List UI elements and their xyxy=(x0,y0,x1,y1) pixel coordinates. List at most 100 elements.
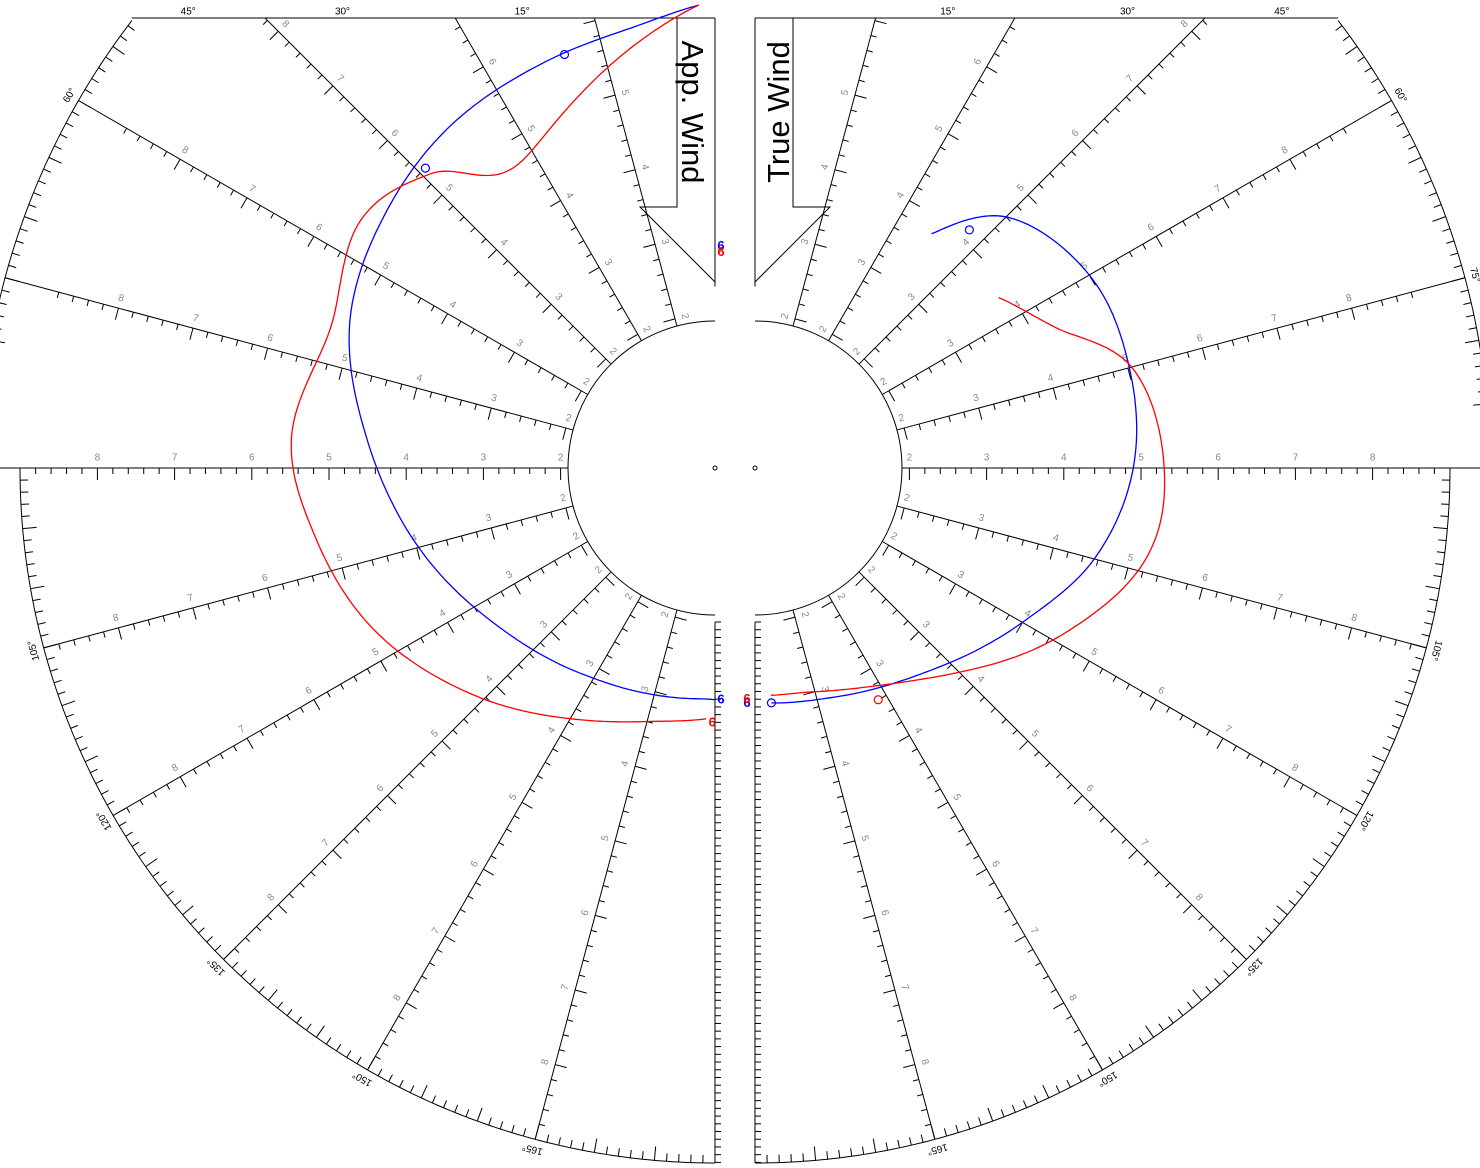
knot-tick xyxy=(1273,607,1278,620)
rim-tick xyxy=(813,1146,817,1161)
angle-label: 15° xyxy=(940,7,955,18)
knot-tick xyxy=(513,583,521,595)
speed-label: 6 xyxy=(972,56,985,67)
knot-tick xyxy=(307,236,315,248)
knot-tick xyxy=(665,303,672,306)
speed-label: 6 xyxy=(1070,127,1082,139)
speed-label: 8 xyxy=(918,1058,930,1067)
knot-tick xyxy=(1206,730,1211,736)
speed-label: 8 xyxy=(265,892,277,904)
knot-tick xyxy=(962,260,968,266)
speed-label: 6 xyxy=(266,333,275,345)
rim-tick xyxy=(388,1074,393,1082)
knot-tick xyxy=(653,258,660,262)
knot-tick xyxy=(537,775,543,779)
knot-tick xyxy=(1112,371,1115,379)
knot-tick xyxy=(452,922,458,927)
angle-label: 30° xyxy=(1120,7,1135,18)
knot-tick xyxy=(571,1004,578,1007)
knot-tick xyxy=(58,643,61,650)
speed-label: 3 xyxy=(799,237,811,246)
rim-tick xyxy=(522,1128,527,1137)
speed-label: 7 xyxy=(560,983,572,992)
angle-label: 165° xyxy=(926,1141,949,1157)
knot-tick xyxy=(524,146,530,151)
speed-label: 6 xyxy=(469,859,482,870)
rim-tick xyxy=(1446,240,1455,244)
series-1: 66 xyxy=(290,4,725,730)
spoke-45 xyxy=(858,17,1206,365)
knot-tick xyxy=(1142,243,1147,250)
knot-tick xyxy=(801,661,808,664)
knot-tick xyxy=(1201,347,1207,360)
rim-tick xyxy=(1438,539,1447,542)
speed-label: 3 xyxy=(945,337,956,350)
angle-label: 75° xyxy=(1467,266,1480,283)
knot-tick xyxy=(369,375,373,383)
knot-tick xyxy=(1005,614,1010,621)
spoke-150 xyxy=(367,595,642,1071)
knot-tick xyxy=(1394,639,1397,646)
knot-tick xyxy=(963,411,966,418)
speed-label: 7 xyxy=(191,313,200,325)
speed-label: 4 xyxy=(1052,532,1061,544)
knot-tick xyxy=(371,559,375,566)
knot-tick xyxy=(413,387,418,400)
rim-tick xyxy=(1,289,10,293)
knot-tick xyxy=(1140,571,1144,578)
knot-tick xyxy=(544,761,551,766)
knot-tick xyxy=(245,937,251,943)
rim-tick xyxy=(1042,1084,1050,1099)
series-0: 66 xyxy=(348,4,725,707)
rim-tick xyxy=(1310,871,1318,877)
knot-tick xyxy=(321,860,327,866)
rim-tick xyxy=(112,46,125,55)
knot-tick xyxy=(917,511,920,518)
knot-tick xyxy=(950,815,956,820)
knot-tick xyxy=(666,646,673,650)
rim-tick xyxy=(105,56,113,62)
knot-tick xyxy=(1128,251,1133,258)
knot-tick xyxy=(793,631,800,635)
knot-tick xyxy=(1306,320,1309,327)
speed-label: 2 xyxy=(798,610,810,619)
knot-tick xyxy=(193,768,197,775)
rim-tick xyxy=(1468,327,1477,330)
knot-tick xyxy=(1059,645,1063,652)
rim-tick xyxy=(336,1043,342,1052)
knot-tick xyxy=(949,583,957,595)
rim-tick xyxy=(1177,1009,1184,1016)
speed-label: 7 xyxy=(320,837,332,849)
spoke-15 xyxy=(593,17,678,327)
knot-tick xyxy=(1015,622,1023,634)
rim-tick xyxy=(476,1107,483,1122)
spoke-135 xyxy=(223,571,612,960)
knot-tick xyxy=(487,598,492,605)
knot-tick xyxy=(822,213,829,217)
knot-tick xyxy=(634,765,647,770)
knot-tick xyxy=(570,226,577,231)
rim-tick xyxy=(1440,515,1449,517)
speed-label: 5 xyxy=(429,728,441,740)
rim-tick xyxy=(43,168,52,173)
spoke-60 xyxy=(78,100,588,395)
knot-tick xyxy=(586,253,592,258)
knot-tick xyxy=(860,668,872,676)
rim-tick xyxy=(231,961,239,969)
angle-label: 165° xyxy=(521,1141,544,1157)
rim-tick xyxy=(145,858,158,868)
rim-tick xyxy=(1248,944,1256,952)
rim-tick xyxy=(1337,831,1345,837)
knot-tick xyxy=(533,419,537,426)
angle-label: 105° xyxy=(1428,639,1444,662)
rim-tick xyxy=(1265,927,1272,934)
knot-tick xyxy=(1112,676,1117,682)
knot-tick xyxy=(627,333,639,341)
speed-label: 4 xyxy=(484,673,496,685)
knot-tick xyxy=(343,838,349,844)
speed-label: 3 xyxy=(504,569,515,582)
knot-tick xyxy=(401,551,404,558)
rim-tick xyxy=(1186,1001,1193,1009)
knot-tick xyxy=(429,391,433,398)
knot-tick xyxy=(429,962,435,967)
